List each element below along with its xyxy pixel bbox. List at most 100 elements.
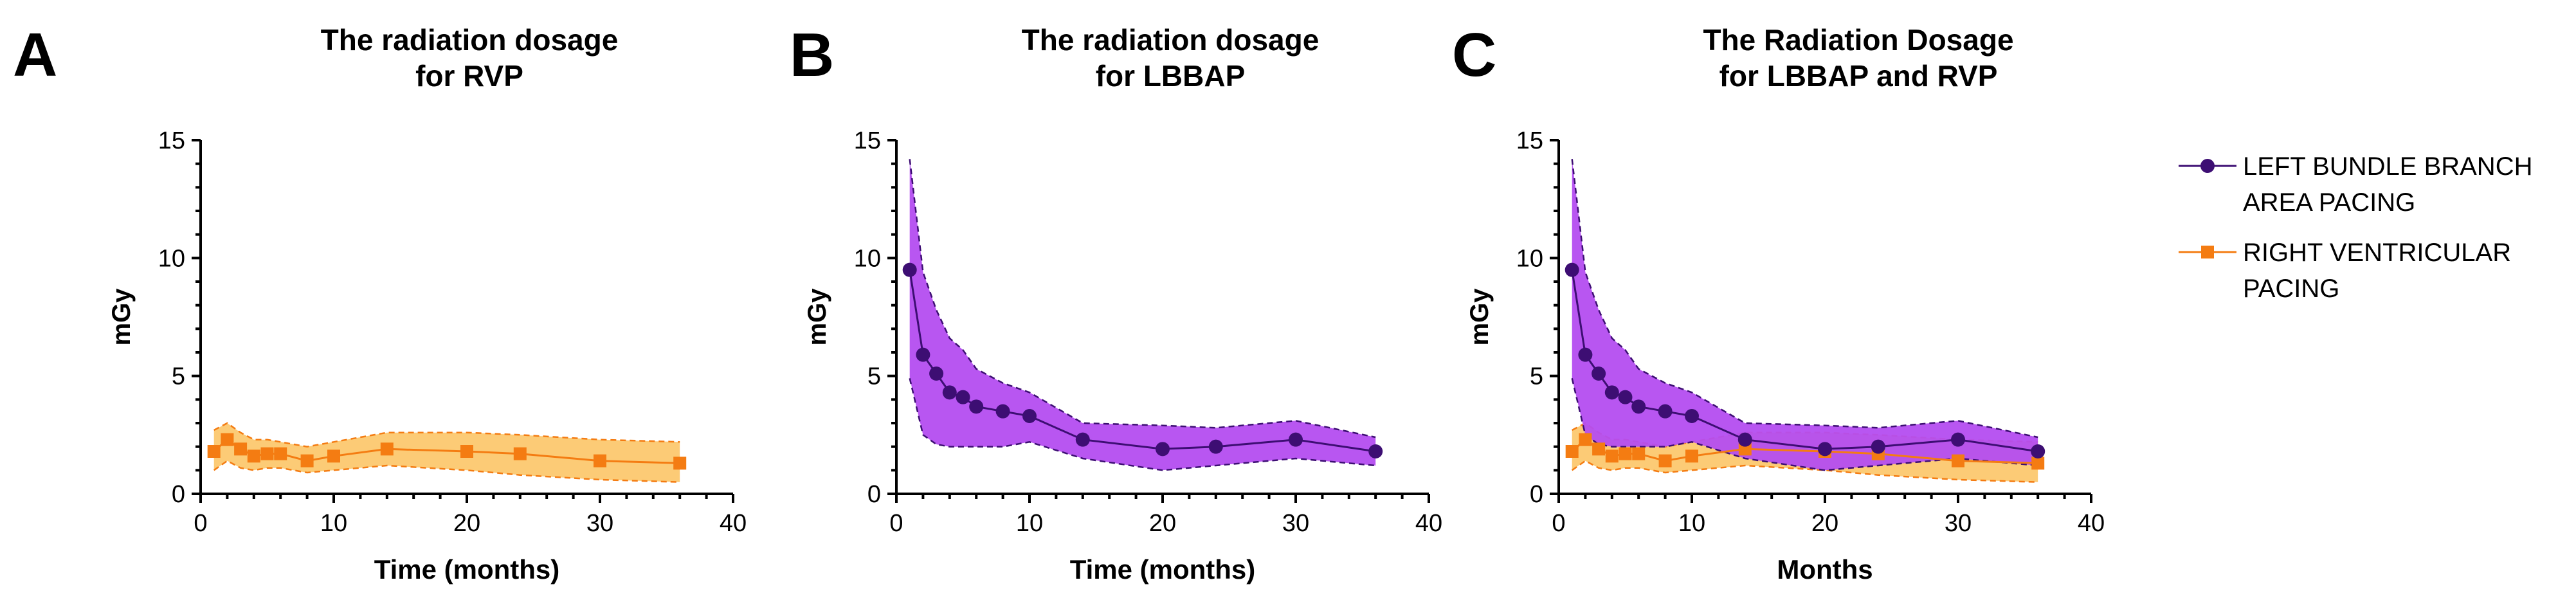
chart-title-line: The radiation dosage (1022, 23, 1320, 57)
data-point-rvp (673, 457, 687, 470)
x-tick-label: 40 (720, 510, 747, 537)
y-tick-label: 10 (854, 245, 881, 272)
y-tick-label: 0 (1530, 481, 1543, 508)
data-point-lbbap (1685, 409, 1699, 423)
data-point-lbbap (1289, 432, 1303, 447)
data-point-rvp (221, 433, 234, 446)
data-point-rvp (513, 447, 527, 460)
legend-label-line: AREA PACING (2243, 188, 2415, 217)
data-point-lbbap (916, 347, 930, 362)
legend-label-line: PACING (2243, 275, 2339, 303)
x-tick-label: 0 (194, 510, 207, 537)
data-point-lbbap (1631, 399, 1646, 414)
y-tick-label: 10 (1516, 245, 1543, 272)
x-tick-label: 20 (1811, 510, 1838, 537)
legend-item-rvp: RIGHT VENTRICULAR PACING (2179, 239, 2511, 303)
data-point-lbbap (942, 385, 957, 400)
legend-item-lbbap: LEFT BUNDLE BRANCH AREA PACING (2179, 152, 2532, 217)
data-point-lbbap (929, 367, 944, 381)
chart-title-line: for LBBAP and RVP (1719, 59, 1998, 93)
panel-letter: C (1452, 21, 1496, 89)
legend-label-line: LEFT BUNDLE BRANCH (2243, 152, 2532, 181)
y-tick-label: 10 (158, 245, 185, 272)
x-tick-label: 10 (1016, 510, 1043, 537)
data-point-lbbap (995, 404, 1010, 419)
x-tick-label: 30 (1282, 510, 1309, 537)
data-point-lbbap (1368, 444, 1383, 458)
chart-title-line: The radiation dosage (321, 23, 619, 57)
data-point-rvp (1952, 454, 1964, 467)
data-point-rvp (1565, 445, 1579, 458)
data-point-lbbap (1951, 432, 1965, 447)
data-point-lbbap (1592, 367, 1606, 381)
data-point-rvp (300, 454, 314, 467)
legend: LEFT BUNDLE BRANCH AREA PACING RIGHT VENTR… (2179, 152, 2532, 303)
ci-upper-lbbap (909, 159, 1376, 439)
x-axis-label: Time (months) (1070, 554, 1256, 584)
data-point-rvp (274, 447, 287, 460)
data-point-rvp (260, 447, 274, 460)
x-tick-label: 40 (2078, 510, 2105, 537)
panel-letter: A (13, 21, 57, 89)
data-point-lbbap (1818, 442, 1832, 457)
data-point-lbbap (1565, 262, 1579, 277)
y-axis-label: mGy (107, 288, 136, 346)
data-point-rvp (1619, 447, 1632, 460)
x-tick-label: 20 (453, 510, 480, 537)
data-point-rvp (2031, 457, 2045, 470)
data-point-rvp (594, 454, 606, 467)
y-axis-label: mGy (1465, 288, 1494, 346)
y-axis-label: mGy (803, 288, 831, 346)
data-point-lbbap (1156, 442, 1170, 457)
y-tick-label: 15 (1516, 127, 1543, 154)
ci-lower-rvp (1571, 460, 2038, 483)
chart-title-line: for LBBAP (1096, 59, 1246, 93)
data-point-lbbap (1022, 409, 1037, 423)
data-point-rvp (380, 442, 394, 456)
chart-title-line: The Radiation Dosage (1703, 23, 2013, 57)
data-point-rvp (1685, 449, 1698, 463)
data-point-rvp (460, 445, 473, 458)
data-point-lbbap (1075, 432, 1090, 447)
ci-band-lbbap (909, 159, 1376, 471)
ci-upper-lbbap (1571, 159, 2038, 439)
legend-marker (2200, 159, 2215, 173)
ci-lower-lbbap (909, 378, 1376, 471)
data-point-lbbap (2031, 444, 2045, 458)
data-point-rvp (207, 445, 221, 458)
legend-marker (2201, 246, 2214, 258)
chart-title-line: for RVP (415, 59, 523, 93)
x-tick-label: 0 (1552, 510, 1565, 537)
x-axis-label: Time (months) (374, 554, 560, 584)
data-point-lbbap (1618, 390, 1633, 404)
data-point-rvp (234, 442, 248, 456)
ci-band-lbbap (1572, 159, 2038, 471)
y-tick-label: 0 (172, 481, 185, 508)
legend-label-line: RIGHT VENTRICULAR (2243, 239, 2511, 267)
data-point-lbbap (956, 390, 970, 404)
data-point-lbbap (1737, 432, 1752, 447)
data-point-lbbap (969, 399, 984, 414)
data-point-lbbap (1871, 439, 1885, 454)
x-tick-label: 30 (586, 510, 613, 537)
data-point-lbbap (902, 262, 917, 277)
data-point-rvp (327, 449, 340, 463)
data-point-lbbap (1208, 439, 1223, 454)
data-point-rvp (1592, 442, 1606, 456)
x-tick-label: 20 (1149, 510, 1176, 537)
x-tick-label: 10 (1678, 510, 1705, 537)
x-tick-label: 10 (320, 510, 347, 537)
data-point-lbbap (1578, 347, 1593, 362)
x-tick-label: 0 (889, 510, 903, 537)
data-point-rvp (247, 449, 260, 463)
data-point-rvp (1658, 454, 1672, 467)
y-tick-label: 5 (867, 363, 881, 390)
ci-lower-rvp (213, 460, 680, 483)
y-tick-label: 5 (1530, 363, 1543, 390)
data-point-rvp (1579, 433, 1592, 446)
y-tick-label: 5 (172, 363, 185, 390)
x-axis-label: Months (1777, 554, 1873, 584)
